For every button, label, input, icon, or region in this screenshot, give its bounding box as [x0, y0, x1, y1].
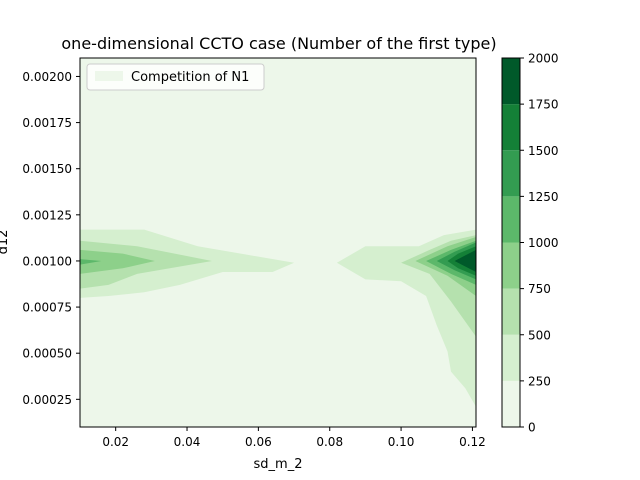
colorbar-tick-label: 2000 [528, 52, 559, 66]
colorbar-band [502, 380, 520, 427]
y-axis: 0.00025 0.00050 0.00075 0.00100 0.00125 0.001… [22, 70, 80, 407]
colorbar-tick-label: 500 [528, 328, 551, 342]
colorbar-band [502, 242, 520, 289]
y-axis-label: d12 [0, 230, 11, 255]
plot-frame [79, 57, 477, 428]
contour-layer [80, 229, 476, 407]
x-axis-label: sd_m_2 [254, 457, 303, 472]
legend-label: Competition of N1 [131, 70, 249, 85]
x-tick-label: 0.04 [174, 435, 201, 449]
y-tick-label: 0.00075 [22, 301, 72, 315]
x-tick-label: 0.02 [102, 435, 129, 449]
y-tick-label: 0.00100 [22, 254, 72, 268]
colorbar-band [502, 150, 520, 197]
colorbar-tick-label: 750 [528, 282, 551, 296]
colorbar-tick-label: 250 [528, 374, 551, 388]
colorbar-tick-label: 1000 [528, 236, 559, 250]
colorbar-tick-label: 1500 [528, 144, 559, 158]
colorbar: 0 250 500 750 1000 1250 1500 1750 2000 [501, 52, 559, 435]
contour-region-500 [80, 240, 212, 289]
y-tick-label: 0.00125 [22, 208, 72, 222]
y-tick-label: 0.00200 [22, 70, 72, 84]
y-tick-label: 0.00050 [22, 347, 72, 361]
x-tick-label: 0.08 [316, 435, 343, 449]
y-tick-label: 0.00150 [22, 162, 72, 176]
contour-plot-area [79, 57, 477, 428]
x-tick-label: 0.12 [459, 435, 486, 449]
legend-swatch [95, 71, 123, 81]
contour-region-750 [80, 249, 155, 274]
x-tick-label: 0.06 [245, 435, 272, 449]
colorbar-band [502, 104, 520, 151]
colorbar-tick-label: 0 [528, 421, 536, 435]
x-tick-label: 0.10 [388, 435, 415, 449]
colorbar-band [502, 334, 520, 381]
legend: Competition of N1 [86, 63, 265, 91]
y-tick-label: 0.00025 [22, 393, 72, 407]
colorbar-band [502, 288, 520, 335]
colorbar-tick-label: 1250 [528, 190, 559, 204]
legend-box [86, 63, 265, 91]
colorbar-band [502, 196, 520, 243]
contour-region-1000 [80, 259, 102, 265]
x-axis: 0.02 0.04 0.06 0.08 0.10 0.12 [102, 427, 486, 449]
contour-region-1750 [454, 249, 476, 272]
colorbar-band [502, 58, 520, 105]
chart-title: one-dimensional CCTO case (Number of the… [61, 34, 496, 53]
y-tick-label: 0.00175 [22, 116, 72, 130]
colorbar-tick-label: 1750 [528, 98, 559, 112]
